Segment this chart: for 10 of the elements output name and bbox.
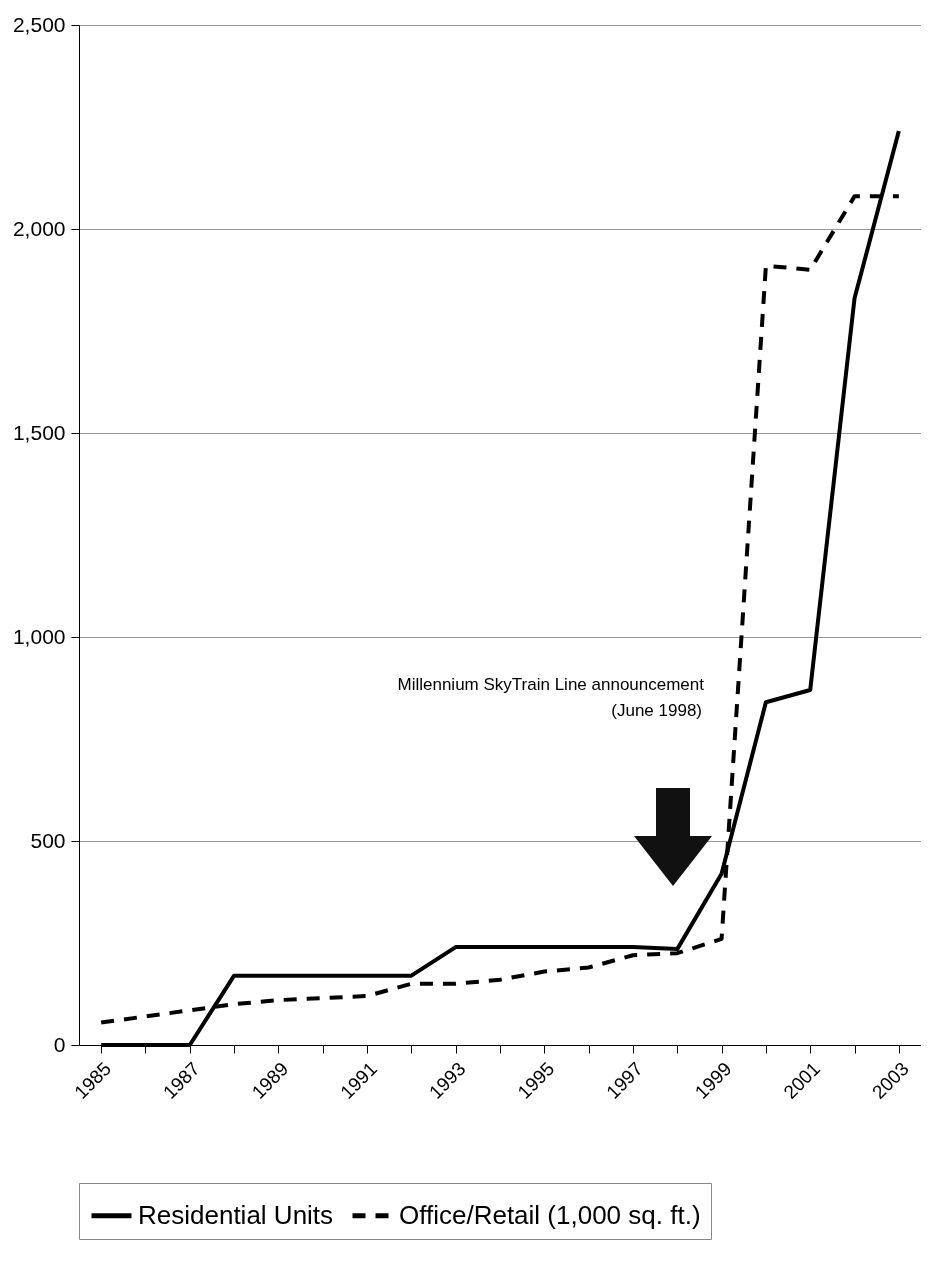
legend-label: Office/Retail (1,000 sq. ft.)	[399, 1199, 701, 1230]
annotation: (June 1998)	[611, 701, 702, 720]
y-tick-label: 2,500	[12, 12, 66, 36]
y-tick-label: 1,500	[12, 420, 66, 444]
y-tick-label: 500	[30, 828, 66, 852]
annotation: Millennium SkyTrain Line announcement	[397, 675, 705, 694]
y-tick-label: 0	[53, 1032, 66, 1056]
y-tick-label: 1,000	[12, 624, 66, 648]
legend-label: Residential Units	[138, 1199, 334, 1230]
y-tick-label: 2,000	[12, 216, 66, 240]
